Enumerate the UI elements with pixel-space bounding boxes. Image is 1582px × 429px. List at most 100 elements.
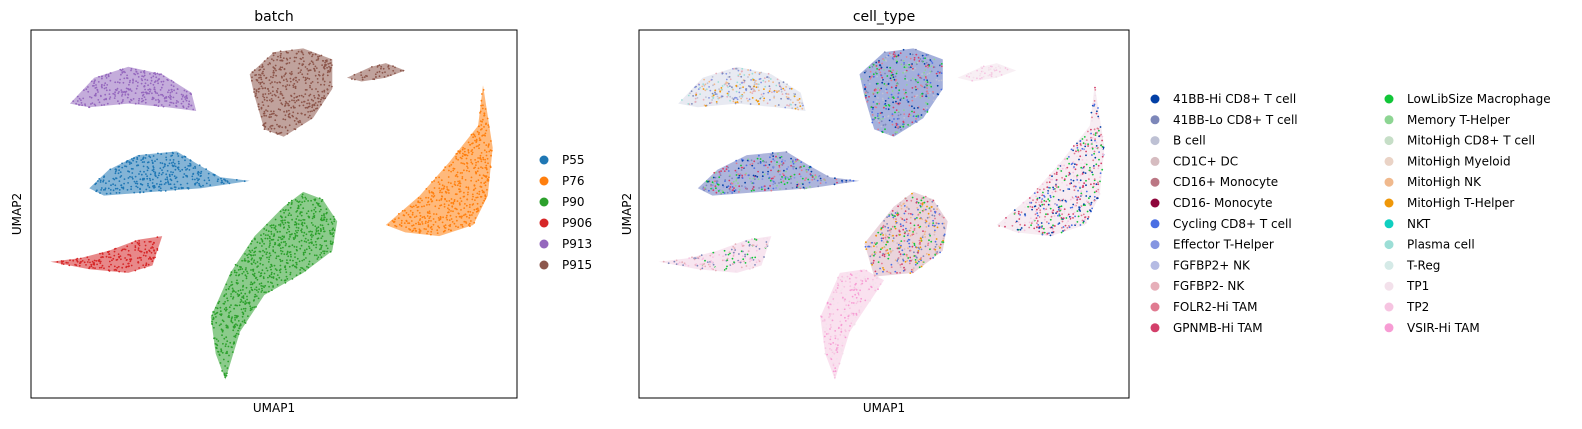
- cell-point: [258, 66, 261, 68]
- cell-point: [928, 72, 931, 75]
- cell-point: [453, 222, 456, 225]
- cell-point: [757, 255, 760, 258]
- cell-point: [727, 170, 730, 172]
- cell-point: [90, 265, 93, 268]
- cell-point: [275, 269, 278, 272]
- cell-point: [919, 94, 922, 97]
- cell-point: [301, 52, 304, 54]
- cell-point: [331, 85, 333, 88]
- cell-point: [456, 208, 458, 211]
- cell-point: [274, 241, 276, 244]
- cell-point: [476, 192, 479, 195]
- cell-point: [447, 176, 450, 178]
- cell-point: [95, 182, 97, 185]
- cell-point: [1095, 141, 1098, 144]
- cell-point: [896, 84, 899, 86]
- cell-point: [912, 115, 915, 118]
- cell-point: [732, 263, 734, 265]
- cell-point: [485, 167, 488, 170]
- cell-point: [889, 70, 892, 73]
- cell-point: [426, 215, 429, 217]
- cell-point: [888, 104, 891, 107]
- cell-point: [304, 66, 307, 68]
- cell-point: [466, 162, 469, 165]
- cell-point: [467, 150, 470, 152]
- legend-label: P913: [562, 237, 592, 251]
- cell-point: [876, 82, 879, 85]
- cell-point: [445, 200, 448, 203]
- cell-point: [885, 107, 887, 110]
- cell-point: [1057, 208, 1060, 211]
- cell-point: [1070, 148, 1073, 151]
- cell-point: [194, 167, 197, 169]
- cell-point: [141, 178, 144, 181]
- cell-point: [749, 247, 751, 250]
- cell-point: [741, 82, 743, 84]
- cell-point: [85, 264, 87, 266]
- cell-point: [710, 101, 713, 104]
- cell-point: [1098, 158, 1100, 161]
- cell-point: [738, 185, 741, 188]
- cell-point: [160, 153, 163, 156]
- cell-point: [400, 224, 403, 227]
- cell-point: [226, 350, 228, 353]
- cell-point: [142, 165, 145, 168]
- cell-point: [263, 74, 265, 77]
- cell-point: [732, 98, 735, 101]
- cell-point: [1048, 177, 1051, 180]
- cell-point: [465, 204, 468, 207]
- cell-point: [287, 214, 290, 217]
- cell-point: [129, 101, 131, 103]
- cell-point: [477, 145, 479, 147]
- cell-point: [285, 88, 288, 91]
- cell-point: [232, 326, 235, 328]
- cell-point: [167, 79, 169, 82]
- cell-point: [1070, 224, 1073, 227]
- cell-point: [308, 230, 310, 233]
- cell-point: [417, 221, 420, 224]
- cell-point: [1072, 197, 1075, 200]
- legend-marker: [539, 197, 549, 207]
- cell-point: [121, 162, 123, 165]
- cell-point: [472, 195, 474, 198]
- cell-point: [283, 227, 285, 229]
- cell-point: [106, 251, 109, 253]
- cell-point: [718, 176, 721, 179]
- cell-point: [701, 265, 704, 268]
- cell-point: [329, 218, 332, 221]
- cell-point: [1079, 179, 1082, 182]
- cell-point: [265, 267, 268, 269]
- cell-point: [771, 91, 773, 94]
- cell-point: [258, 73, 260, 76]
- cell-point: [261, 239, 264, 242]
- cell-point: [1097, 191, 1100, 194]
- cell-point: [91, 102, 94, 104]
- cell-point: [1087, 130, 1089, 133]
- cell-point: [194, 178, 196, 181]
- cell-point: [126, 74, 128, 77]
- cell-point: [96, 263, 98, 266]
- cell-point: [154, 171, 157, 174]
- cell-point: [331, 223, 334, 225]
- cell-point: [295, 211, 298, 213]
- cell-point: [424, 222, 427, 225]
- cell-point: [995, 76, 998, 78]
- cell-point: [486, 178, 489, 180]
- cell-point: [999, 67, 1002, 69]
- cell-point: [991, 72, 994, 74]
- cell-point: [820, 179, 822, 182]
- cell-point: [123, 248, 125, 251]
- cell-point: [1092, 186, 1094, 189]
- cell-point: [260, 291, 263, 293]
- cell-point: [713, 171, 716, 174]
- cell-point: [116, 87, 119, 90]
- cell-point: [1089, 143, 1092, 146]
- cell-point: [743, 79, 746, 82]
- cell-point: [1070, 209, 1073, 211]
- cell-point: [740, 75, 743, 78]
- cell-point: [925, 83, 927, 86]
- cell-point: [911, 96, 913, 99]
- cell-point: [1039, 205, 1042, 207]
- cell-point: [321, 96, 323, 99]
- cell-point: [1078, 209, 1081, 211]
